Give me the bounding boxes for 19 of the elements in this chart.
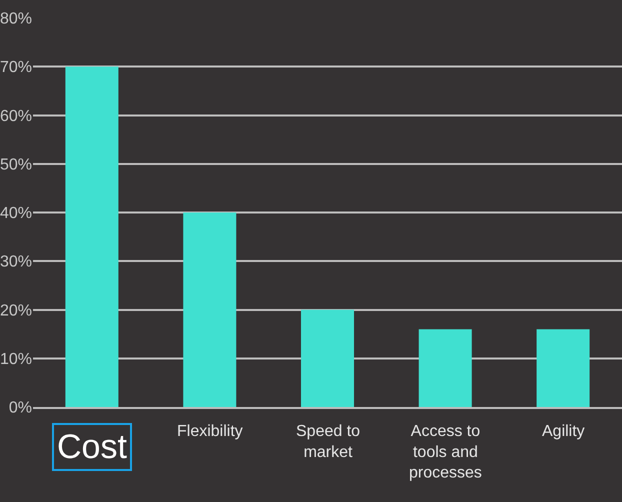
- y-tick-label: 40%: [0, 205, 32, 222]
- bar: [418, 329, 472, 407]
- y-tick-label: 20%: [0, 302, 32, 320]
- x-tick-label: Access to tools and processes: [409, 423, 482, 482]
- x-tick-label: Speed to market: [296, 423, 360, 461]
- bar: [536, 329, 590, 407]
- bar: [300, 310, 354, 407]
- y-tick-label: 10%: [0, 350, 32, 368]
- bar: [183, 212, 236, 407]
- y-tick-label: 60%: [0, 108, 32, 125]
- bar: [65, 66, 118, 407]
- y-tick-label: 70%: [0, 59, 32, 76]
- x-tick-label: Agility: [542, 423, 585, 440]
- y-tick-label: 50%: [0, 156, 32, 174]
- y-tick-label: 0%: [8, 400, 32, 417]
- y-tick-label: 30%: [0, 254, 32, 271]
- x-tick-label: Flexibility: [177, 423, 243, 440]
- y-tick-label: 80%: [0, 10, 32, 28]
- x-tick-label: Cost: [57, 428, 128, 466]
